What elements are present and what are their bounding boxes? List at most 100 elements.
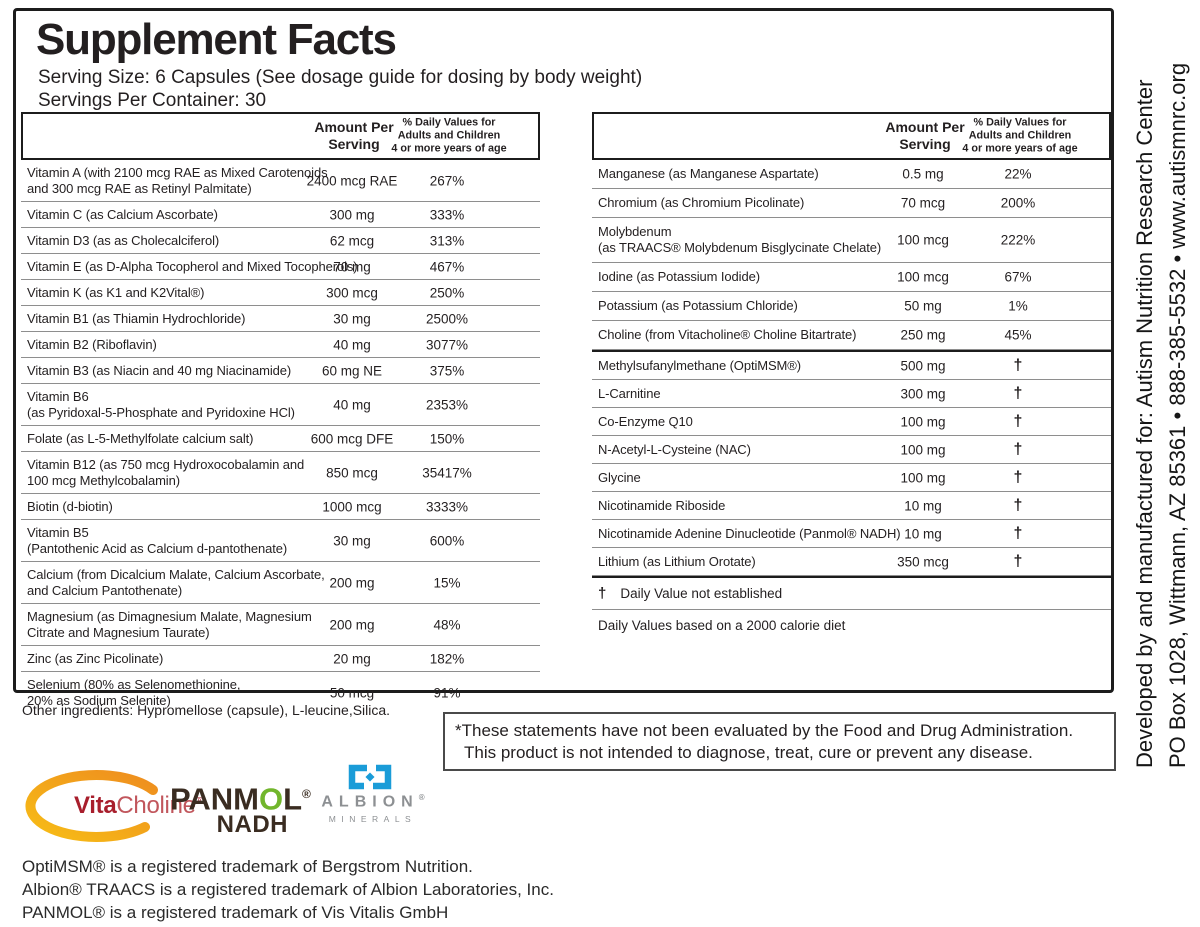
manufacturer-address-line: PO Box 1028, Wittmann, AZ 85361 • 888-38…: [1165, 62, 1190, 768]
nutrient-name: Glycine: [598, 469, 641, 485]
nutrient-row: Vitamin A (with 2100 mcg RAE as Mixed Ca…: [21, 160, 540, 202]
nutrient-daily-value: 67%: [1004, 269, 1032, 285]
nutrient-name: Nicotinamide Riboside: [598, 497, 726, 513]
nutrient-name: Vitamin D3 (as as Cholecalciferol): [27, 232, 220, 248]
albion-brackets-icon: [348, 764, 392, 790]
nutrient-daily-value: †: [1013, 468, 1023, 486]
nutrient-daily-value: †: [1013, 496, 1023, 514]
nutrient-daily-value: 267%: [429, 173, 465, 188]
nutrient-amount: 100 mg: [900, 414, 946, 429]
nutrient-daily-value: 91%: [433, 685, 461, 700]
nutrient-amount: 850 mcg: [326, 465, 378, 480]
facts-table-right-header: Amount Per Serving % Daily Values for Ad…: [592, 112, 1111, 160]
panmol-l: L: [283, 781, 303, 817]
nutrient-row: L-Carnitine 300 mg †: [592, 380, 1111, 408]
facts-table-right: Amount Per Serving % Daily Values for Ad…: [592, 112, 1111, 641]
dagger-footnote: † Daily Value not established: [592, 578, 1111, 610]
nutrient-amount: 20 mg: [333, 651, 371, 666]
nutrient-row: Vitamin K (as K1 and K2Vital®) 300 mcg 2…: [21, 280, 540, 306]
nutrient-name: Vitamin C (as Calcium Ascorbate): [27, 206, 218, 222]
section-divider: [592, 576, 1111, 578]
nutrient-row: Glycine 100 mg †: [592, 464, 1111, 492]
nutrient-name: Zinc (as Zinc Picolinate): [27, 650, 164, 666]
nutrient-daily-value: †: [1013, 440, 1023, 458]
nutrient-amount: 30 mg: [333, 533, 371, 548]
nutrient-row: Choline (from Vitacholine® Choline Bitar…: [592, 321, 1111, 350]
nutrient-row: Chromium (as Chromium Picolinate) 70 mcg…: [592, 189, 1111, 218]
nutrient-row: Calcium (from Dicalcium Malate, Calcium …: [21, 562, 540, 604]
nutrient-row: Vitamin B6 (as Pyridoxal-5-Phosphate and…: [21, 384, 540, 426]
nutrient-row: Folate (as L-5-Methylfolate calcium salt…: [21, 426, 540, 452]
nutrient-row: Nicotinamide Adenine Dinucleotide (Panmo…: [592, 520, 1111, 548]
nutrient-name: Vitamin B12 (as 750 mcg Hydroxocobalamin…: [27, 456, 305, 488]
section-divider: [592, 350, 1111, 352]
nutrient-daily-value: 150%: [429, 431, 465, 446]
amount-per-serving-header: Amount Per Serving: [314, 119, 394, 152]
nutrient-daily-value: 375%: [429, 363, 465, 378]
nutrient-amount: 0.5 mg: [902, 166, 944, 182]
nutrient-row: Vitamin B5 (Pantothenic Acid as Calcium …: [21, 520, 540, 562]
left-facts-rows: Vitamin A (with 2100 mcg RAE as Mixed Ca…: [21, 160, 540, 713]
nutrient-name: Nicotinamide Adenine Dinucleotide (Panmo…: [598, 525, 901, 541]
nutrient-amount: 300 mg: [329, 207, 375, 222]
vitacholine-vita-text: Vita: [74, 792, 117, 819]
nutrient-row: Vitamin B1 (as Thiamin Hydrochloride) 30…: [21, 306, 540, 332]
panmol-nadh-logo: PANMOL® NADH: [170, 778, 311, 839]
nutrient-daily-value: 467%: [429, 259, 465, 274]
nutrient-daily-value: 333%: [429, 207, 465, 222]
daily-values-header: % Daily Values for Adults and Children 4…: [962, 116, 1078, 155]
nutrient-name: Lithium (as Lithium Orotate): [598, 553, 756, 569]
nutrient-daily-value: 3333%: [425, 499, 469, 514]
nutrient-amount: 70 mg: [333, 259, 371, 274]
page-title: Supplement Facts: [36, 15, 397, 64]
registered-mark: ®: [418, 793, 425, 802]
nutrient-daily-value: †: [1013, 412, 1023, 430]
nutrient-daily-value: †: [1013, 384, 1023, 402]
nutrient-daily-value: 313%: [429, 233, 465, 248]
nutrient-amount: 500 mg: [900, 358, 946, 373]
nutrient-daily-value: 600%: [429, 533, 465, 548]
nutrient-name: L-Carnitine: [598, 385, 661, 401]
nutrient-amount: 1000 mcg: [322, 499, 382, 514]
nutrient-name: Vitamin B6 (as Pyridoxal-5-Phosphate and…: [27, 388, 295, 420]
other-ingredients-text: Other ingredients: Hypromellose (capsule…: [22, 702, 391, 718]
nutrient-amount: 2400 mcg RAE: [306, 173, 398, 188]
nutrient-name: Folate (as L-5-Methylfolate calcium salt…: [27, 430, 254, 446]
trademark-line: PANMOL® is a registered trademark of Vis…: [22, 903, 449, 922]
nutrient-daily-value: 2353%: [425, 397, 469, 412]
nutrient-amount: 50 mcg: [329, 685, 375, 700]
nutrient-amount: 50 mg: [904, 298, 942, 314]
nutrient-amount: 600 mcg DFE: [310, 431, 394, 446]
nutrient-amount: 40 mg: [333, 397, 371, 412]
albion-wordmark: ALBION®: [306, 793, 434, 811]
nutrient-name: Biotin (d-biotin): [27, 498, 113, 514]
nutrient-daily-value: †: [1013, 356, 1023, 374]
albion-minerals-text: MINERALS: [328, 814, 417, 825]
dagger-footnote-text: Daily Value not established: [620, 586, 783, 601]
nutrient-amount: 100 mg: [900, 442, 946, 457]
nutrient-daily-value: 200%: [1000, 195, 1036, 211]
nutrient-row: Zinc (as Zinc Picolinate) 20 mg 182%: [21, 646, 540, 672]
panmol-green-o: O: [258, 781, 284, 817]
nutrient-row: Iodine (as Potassium Iodide) 100 mcg 67%: [592, 263, 1111, 292]
nutrient-name: Manganese (as Manganese Aspartate): [598, 166, 819, 181]
dagger-symbol: †: [598, 585, 607, 602]
right-facts-rows-extra: Methylsufanylmethane (OptiMSM®) 500 mg †…: [592, 352, 1111, 576]
nutrient-daily-value: 45%: [1004, 327, 1032, 343]
nutrient-amount: 300 mg: [900, 386, 946, 401]
nutrient-name: Co-Enzyme Q10: [598, 413, 693, 429]
nutrient-amount: 70 mcg: [900, 195, 946, 211]
nutrient-row: Molybdenum (as TRAACS® Molybdenum Bisgly…: [592, 218, 1111, 263]
nutrient-amount: 200 mg: [329, 575, 375, 590]
trademark-line: Albion® TRAACS is a registered trademark…: [22, 880, 554, 899]
nutrient-name: N-Acetyl-L-Cysteine (NAC): [598, 441, 751, 457]
nutrient-amount: 10 mg: [904, 526, 942, 541]
registered-mark: ®: [302, 787, 311, 801]
nutrient-amount: 250 mg: [900, 327, 946, 343]
vitacholine-wordmark: VitaCholine®: [74, 792, 203, 820]
facts-table-left-header: Amount Per Serving % Daily Values for Ad…: [21, 112, 540, 160]
nutrient-amount: 100 mg: [900, 470, 946, 485]
amount-per-serving-header: Amount Per Serving: [885, 119, 965, 152]
nutrient-row: Magnesium (as Dimagnesium Malate, Magnes…: [21, 604, 540, 646]
